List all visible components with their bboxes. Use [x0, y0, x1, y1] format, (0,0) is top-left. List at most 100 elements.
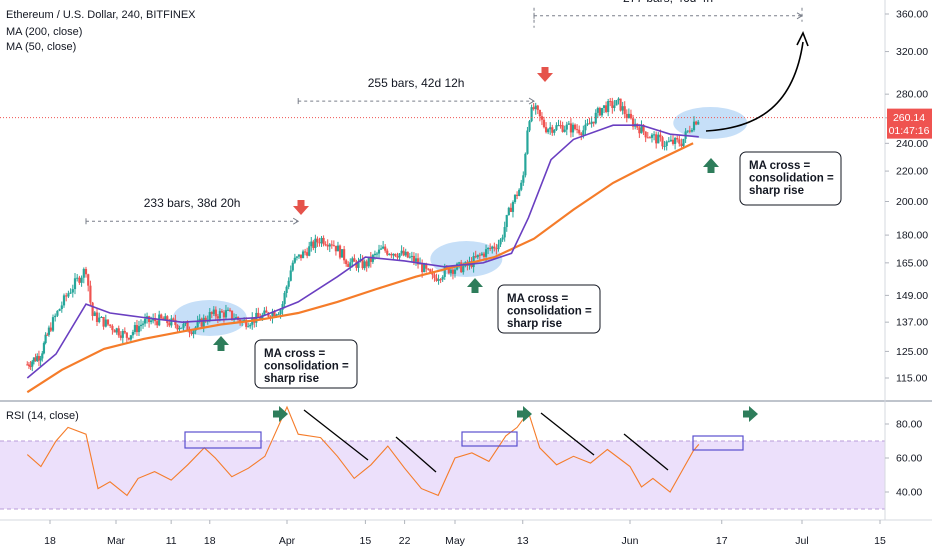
candle-body: [334, 245, 338, 252]
range-end-arrow: [292, 217, 300, 225]
candle: [322, 235, 325, 247]
candle: [125, 332, 128, 344]
candle-body: [363, 261, 366, 269]
callout-text: consolidation =: [264, 361, 349, 373]
candle: [493, 242, 496, 252]
candle: [489, 243, 492, 252]
candle: [338, 244, 342, 260]
candle-body: [617, 98, 620, 101]
ma50-line: [26, 124, 699, 379]
candle: [277, 312, 280, 316]
candle-body: [178, 328, 181, 330]
candle: [320, 235, 323, 247]
candle: [332, 240, 335, 247]
candle-body: [172, 318, 175, 320]
candle: [324, 241, 327, 247]
candle-body: [281, 304, 284, 310]
candle-body: [102, 316, 105, 327]
candle: [400, 245, 403, 256]
candle: [204, 315, 207, 323]
candle-body: [71, 289, 74, 293]
candle: [513, 194, 517, 204]
candle: [226, 307, 230, 311]
candle-body: [559, 125, 562, 127]
candle: [476, 254, 479, 260]
time-tick-label: Jun: [622, 535, 639, 547]
candle: [62, 293, 66, 308]
range-end-arrow: [528, 97, 536, 105]
candle-body: [226, 309, 230, 311]
candle: [345, 258, 348, 267]
candle: [544, 122, 548, 134]
candle: [73, 273, 77, 295]
candle-body: [135, 325, 139, 333]
candle-body: [578, 129, 581, 134]
candle-body: [304, 251, 307, 253]
candle-body: [571, 124, 575, 133]
candle: [692, 116, 696, 132]
candle-body: [31, 361, 34, 367]
candle: [326, 239, 329, 251]
candle-body: [520, 182, 523, 190]
candle-body: [369, 256, 372, 262]
callout-text: MA cross =: [507, 293, 569, 305]
callout-text: MA cross =: [749, 160, 811, 172]
candle-body: [445, 266, 448, 268]
candle-body: [544, 127, 548, 133]
candle-body: [582, 130, 585, 136]
candle-body: [588, 123, 591, 125]
candle-body: [600, 107, 604, 116]
candle: [34, 353, 37, 362]
candle-body: [540, 116, 544, 120]
candle-body: [39, 358, 42, 361]
candle-body: [605, 105, 608, 113]
candle: [367, 256, 370, 269]
candle-body: [489, 247, 492, 249]
candle: [306, 247, 309, 259]
candle-body: [425, 264, 428, 269]
candle: [249, 322, 252, 329]
candle-body: [330, 244, 333, 246]
candle: [139, 319, 143, 332]
candle-body: [421, 263, 424, 273]
time-tick-label: 17: [716, 535, 728, 547]
time-tick-label: Mar: [107, 535, 126, 547]
price-tick-label: 180.00: [896, 230, 928, 242]
price-tick-label: 125.00: [896, 346, 928, 358]
candle-body: [198, 318, 201, 322]
candle-body: [536, 105, 539, 110]
candle-body: [627, 113, 630, 119]
callout-box: [739, 151, 842, 206]
candle: [414, 253, 418, 266]
candle: [406, 251, 409, 259]
candle: [369, 251, 372, 268]
candle-body: [98, 317, 101, 322]
candle-body: [373, 253, 377, 256]
candle: [561, 121, 564, 133]
price-tick-label: 240.00: [896, 138, 928, 150]
candle: [613, 100, 616, 112]
candle-body: [377, 249, 381, 254]
candle-body: [301, 251, 305, 259]
price-tick-label: 200.00: [896, 196, 928, 208]
candle: [271, 308, 274, 324]
candle-body: [338, 245, 342, 258]
up-arrow-icon: [467, 278, 483, 293]
candle: [437, 274, 440, 285]
candle-body: [474, 256, 477, 258]
candle: [113, 329, 116, 333]
candle-body: [275, 314, 278, 316]
candle-body: [49, 327, 52, 331]
candle-body: [621, 106, 624, 111]
candle-body: [447, 267, 450, 274]
rsi-trend-line: [303, 409, 369, 461]
candle: [499, 238, 502, 247]
candle: [363, 259, 366, 271]
candle: [680, 138, 683, 148]
candle: [588, 117, 591, 125]
candle: [449, 268, 452, 277]
candle-body: [117, 328, 120, 336]
candle: [192, 329, 195, 339]
candle-body: [289, 270, 292, 281]
candle: [340, 249, 344, 258]
